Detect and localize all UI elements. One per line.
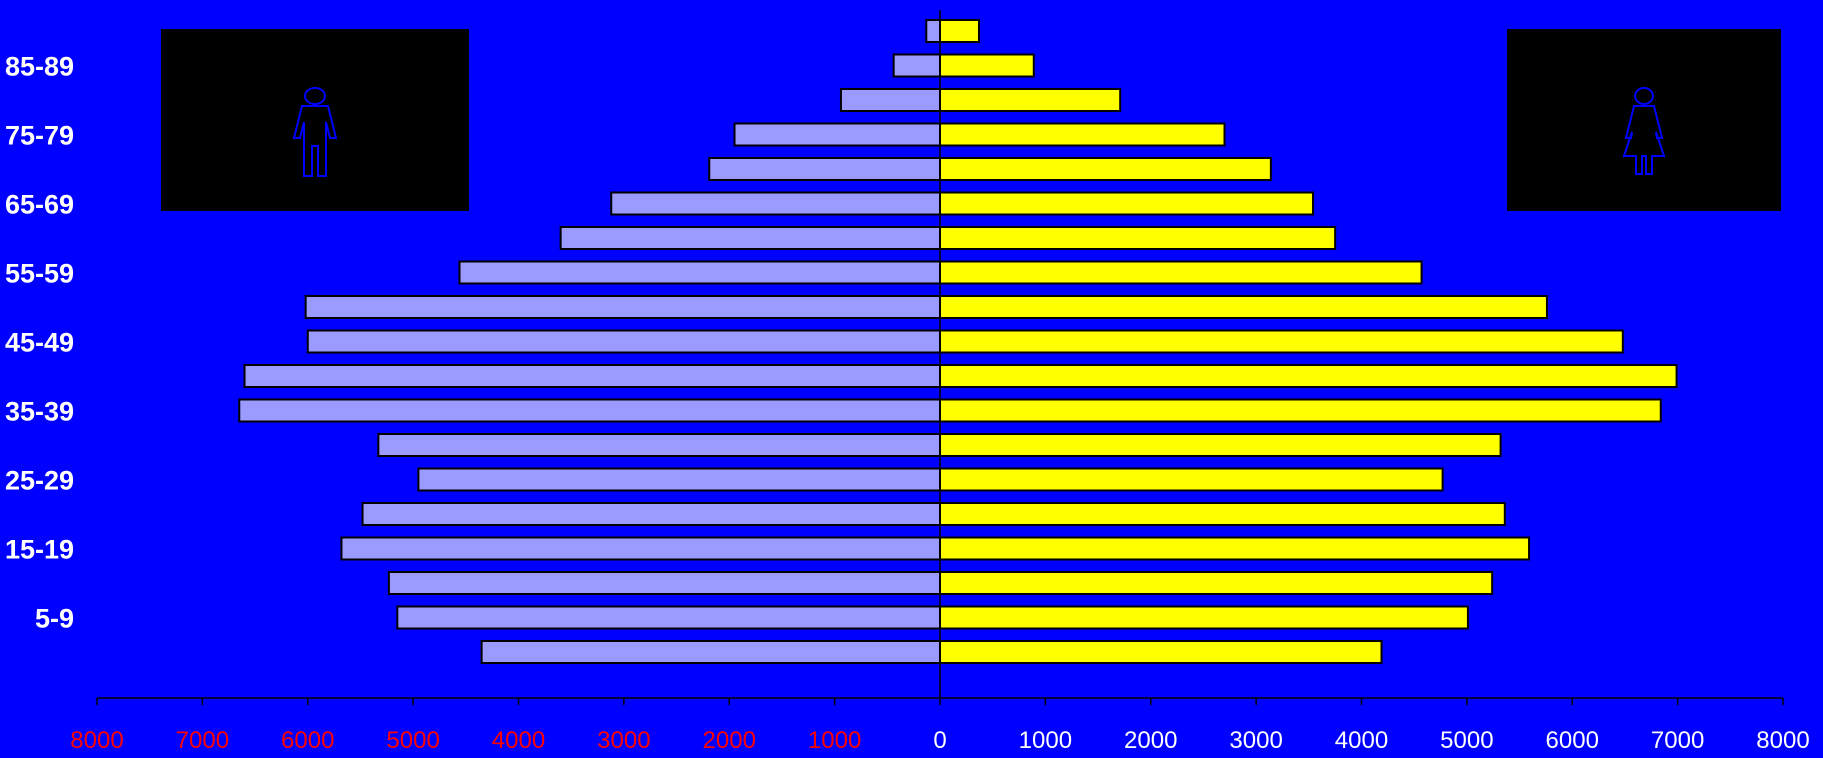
bar-male-75-79 xyxy=(733,122,941,147)
female-icon-panel xyxy=(1507,29,1781,211)
tick-left-5000: 5000 xyxy=(386,727,439,754)
tick-right-3000: 3000 xyxy=(1229,727,1282,754)
bar-female-85-89 xyxy=(939,53,1035,78)
bar-male-5-9 xyxy=(396,605,942,630)
bar-male-55-59 xyxy=(458,260,941,285)
age-label-35-39: 35-39 xyxy=(5,397,74,427)
bar-male-30-34 xyxy=(377,433,941,457)
tick-left-8000: 8000 xyxy=(70,727,123,754)
bar-female-60-64 xyxy=(939,226,1337,250)
bar-female-10-14 xyxy=(939,571,1494,595)
bar-male-35-39 xyxy=(238,398,942,423)
bar-female-65-69 xyxy=(939,191,1315,216)
bar-female-45-49 xyxy=(939,329,1624,354)
bar-female-70-74 xyxy=(939,157,1272,181)
bar-male-15-19 xyxy=(340,536,942,561)
age-label-45-49: 45-49 xyxy=(5,328,74,358)
tick-left-6000: 6000 xyxy=(281,727,334,754)
bar-male-50-54 xyxy=(304,295,941,319)
tick-right-8000: 8000 xyxy=(1756,727,1809,754)
bar-female-80-84 xyxy=(939,88,1122,112)
age-label-55-59: 55-59 xyxy=(5,259,74,289)
age-label-75-79: 75-79 xyxy=(5,121,74,151)
bar-male-60-64 xyxy=(559,226,942,250)
age-label-25-29: 25-29 xyxy=(5,466,74,496)
bar-female-40-44 xyxy=(939,364,1678,388)
bar-male-65-69 xyxy=(610,191,941,216)
bar-female-90+ xyxy=(939,19,980,43)
bar-male-45-49 xyxy=(306,329,941,354)
bar-male-10-14 xyxy=(387,571,942,595)
tick-right-7000: 7000 xyxy=(1651,727,1704,754)
tick-right-6000: 6000 xyxy=(1546,727,1599,754)
bar-male-0-4 xyxy=(480,640,941,664)
tick-right-4000: 4000 xyxy=(1335,727,1388,754)
bar-female-35-39 xyxy=(939,398,1662,423)
bars-layer xyxy=(238,10,1678,698)
bar-female-0-4 xyxy=(939,640,1383,664)
bar-female-75-79 xyxy=(939,122,1226,147)
bar-male-20-24 xyxy=(361,502,942,526)
bar-female-20-24 xyxy=(939,502,1506,526)
bar-male-40-44 xyxy=(243,364,941,388)
tick-left-4000: 4000 xyxy=(492,727,545,754)
tick-right-0: 0 xyxy=(933,727,946,754)
male-icon-panel xyxy=(161,29,469,211)
age-label-15-19: 15-19 xyxy=(5,535,74,565)
bar-female-25-29 xyxy=(939,467,1444,492)
bar-male-80-84 xyxy=(839,88,942,112)
bar-female-15-19 xyxy=(939,536,1531,561)
tick-left-1000: 1000 xyxy=(808,727,861,754)
male-silhouette-icon xyxy=(292,87,338,177)
age-label-5-9: 5-9 xyxy=(35,604,74,634)
x-axis: 8000 7000 6000 5000 4000 3000 2000 1000 0 1000 200… xyxy=(70,697,1810,754)
tick-right-1000: 1000 xyxy=(1019,727,1072,754)
tick-right-2000: 2000 xyxy=(1124,727,1177,754)
bar-female-30-34 xyxy=(939,433,1502,457)
tick-left-3000: 3000 xyxy=(597,727,650,754)
tick-left-2000: 2000 xyxy=(703,727,756,754)
tick-right-5000: 5000 xyxy=(1440,727,1493,754)
age-label-65-69: 65-69 xyxy=(5,190,74,220)
bar-female-5-9 xyxy=(939,605,1469,630)
bar-male-90+ xyxy=(925,19,942,43)
tick-left-7000: 7000 xyxy=(176,727,229,754)
bar-female-55-59 xyxy=(939,260,1423,285)
bar-male-25-29 xyxy=(417,467,941,492)
age-label-85-89: 85-89 xyxy=(5,52,74,82)
age-group-labels: 5-9 15-19 25-29 35-39 45-49 55-59 65-69 75-79 85… xyxy=(5,52,74,634)
bar-male-85-89 xyxy=(892,53,942,78)
bar-male-70-74 xyxy=(708,157,942,181)
bar-female-50-54 xyxy=(939,295,1548,319)
female-silhouette-icon xyxy=(1622,87,1666,175)
